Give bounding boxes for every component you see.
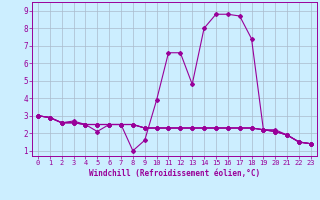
X-axis label: Windchill (Refroidissement éolien,°C): Windchill (Refroidissement éolien,°C) [89,169,260,178]
